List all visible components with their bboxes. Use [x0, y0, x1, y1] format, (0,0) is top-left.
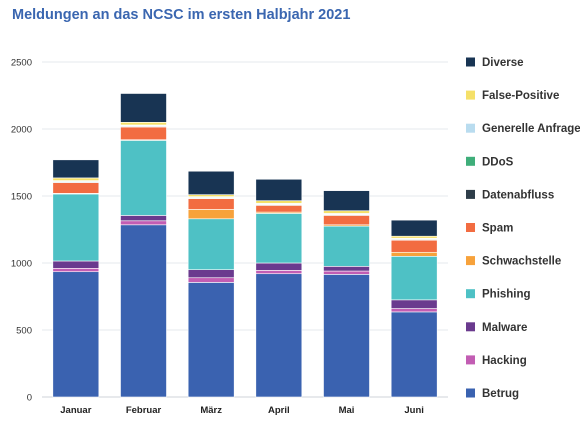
x-tick-label: März — [200, 405, 222, 416]
y-tick-label: 1000 — [11, 259, 32, 270]
bar-segment-betrug — [323, 274, 370, 398]
bars — [52, 93, 438, 398]
bar-segment-false-positive — [187, 194, 235, 197]
bar-segment-malware — [52, 260, 100, 269]
x-tick-label: April — [268, 405, 290, 416]
bar-segment-false-positive — [120, 122, 167, 126]
bar-segment-betrug — [390, 311, 438, 398]
bar-segment-hacking — [390, 308, 438, 313]
bar-segment-betrug — [52, 271, 100, 398]
legend-label: Schwachstelle — [482, 256, 561, 268]
bar-segment-false-positive — [323, 210, 370, 214]
legend-label: Malware — [482, 322, 527, 334]
bar-segment-malware — [390, 299, 438, 309]
chart-title: Meldungen an das NCSC im ersten Halbjahr… — [12, 7, 351, 23]
bar-segment-diverse — [120, 93, 167, 123]
y-axis-ticks: 0 500 1000 1500 2000 2500 — [11, 58, 32, 404]
y-tick-label: 0 — [27, 393, 32, 404]
legend-label: DDoS — [482, 156, 514, 168]
bar-segment-spam — [255, 205, 303, 213]
legend-swatch — [466, 123, 475, 133]
bar-segment-diverse — [52, 159, 100, 179]
legend-swatch — [466, 322, 475, 332]
bar-segment-diverse — [255, 178, 303, 201]
legend-swatch — [466, 57, 475, 67]
x-axis-ticks: Januar Februar März April Mai Juni — [60, 405, 424, 416]
bar-segment-false-positive — [390, 235, 438, 239]
bar-segment-false-positive — [255, 200, 303, 204]
bar-segment-diverse — [187, 170, 235, 195]
bar-segment-diverse — [323, 190, 370, 212]
legend-swatch — [466, 156, 475, 166]
bar-segment-false-positive — [52, 177, 100, 181]
bar-segment-spam — [390, 239, 438, 253]
bar-segment-malware — [120, 215, 167, 222]
legend-swatch — [466, 189, 475, 199]
bar-segment-spam — [187, 198, 235, 210]
y-tick-label: 1500 — [11, 192, 32, 203]
bar-segment-phishing — [255, 213, 303, 264]
gridlines — [42, 61, 448, 398]
legend-swatch — [466, 256, 475, 266]
legend-label: Phishing — [482, 289, 531, 301]
bar-segment-malware — [255, 262, 303, 271]
bar-segment-spam — [120, 126, 167, 141]
x-tick-label: Februar — [126, 405, 162, 416]
bar-segment-hacking — [120, 220, 167, 226]
legend-label: False-Positive — [482, 90, 559, 102]
bar-segment-betrug — [120, 224, 167, 398]
bar-segment-schwachstelle — [187, 209, 235, 220]
bar-segment-spam — [52, 182, 100, 194]
bar-segment-hacking — [52, 268, 100, 273]
legend-label: Datenabfluss — [482, 189, 554, 201]
legend-label: Generelle Anfrage — [482, 123, 580, 135]
bar-segment-hacking — [323, 270, 370, 275]
legend-swatch — [466, 90, 475, 100]
bar-segment-schwachstelle — [390, 251, 438, 257]
legend-swatch — [466, 223, 475, 232]
bar-segment-phishing — [323, 225, 370, 267]
y-tick-label: 2500 — [11, 58, 32, 69]
legend-swatch — [466, 388, 475, 398]
bar-segment-phishing — [187, 218, 235, 270]
x-tick-label: Januar — [60, 405, 91, 416]
bar-segment-hacking — [255, 270, 303, 275]
bar-segment-malware — [323, 266, 370, 272]
bar-segment-phishing — [120, 140, 167, 216]
bar-segment-phishing — [52, 193, 100, 262]
bar-segment-diverse — [390, 219, 438, 237]
legend-label: Diverse — [482, 57, 524, 69]
bar-segment-spam — [323, 215, 370, 226]
legend: Diverse False-Positive Generelle Anfrage DD… — [466, 57, 580, 400]
legend-label: Hacking — [482, 355, 527, 367]
x-tick-label: Juni — [404, 405, 424, 416]
legend-swatch — [466, 289, 475, 299]
bar-segment-malware — [187, 269, 235, 279]
legend-label: Spam — [482, 223, 513, 235]
bar-segment-hacking — [187, 277, 235, 283]
bar-segment-betrug — [187, 282, 235, 398]
bar-segment-betrug — [255, 273, 303, 398]
x-tick-label: Mai — [339, 405, 355, 416]
legend-swatch — [466, 355, 475, 365]
y-tick-label: 2000 — [11, 125, 32, 136]
bar-segment-phishing — [390, 255, 438, 301]
legend-label: Betrug — [482, 388, 519, 400]
y-tick-label: 500 — [16, 326, 32, 337]
